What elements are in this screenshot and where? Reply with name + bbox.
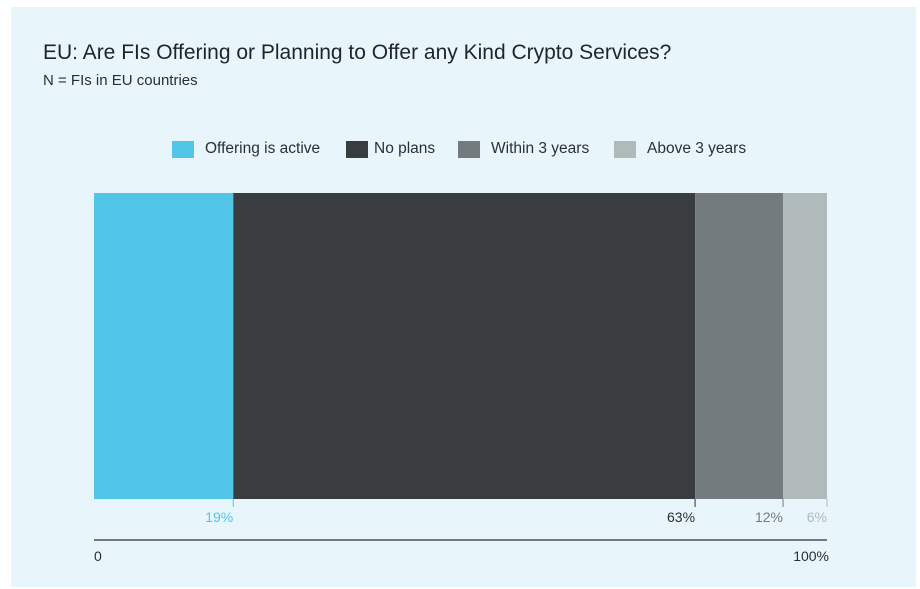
legend-item-above-3-years[interactable]: Above 3 years <box>614 137 746 161</box>
legend-item-within-3-years[interactable]: Within 3 years <box>458 137 589 161</box>
legend-swatch-within-3-years <box>458 140 480 158</box>
legend-item-offering-is-active[interactable]: Offering is active <box>172 137 320 161</box>
x-axis-tick-label-0: 0 <box>94 548 102 564</box>
legend-swatch-offering-is-active <box>172 140 194 158</box>
chart-title: EU: Are FIs Offering or Planning to Offe… <box>43 41 672 64</box>
bar-segment-no-plans <box>233 193 696 499</box>
value-label-no-plans: 63% <box>667 509 695 525</box>
legend-label-offering-is-active: Offering is active <box>205 140 321 157</box>
value-label-offering-is-active: 19% <box>205 509 233 525</box>
x-axis-tick-label-100: 100% <box>793 548 829 564</box>
legend-item-no-plans[interactable]: No plans <box>346 137 435 161</box>
value-label-above-3-years: 6% <box>807 509 827 525</box>
legend-label-above-3-years: Above 3 years <box>647 140 747 157</box>
bar-segment-within-3-years <box>695 193 784 499</box>
value-label-within-3-years: 12% <box>755 509 783 525</box>
legend-label-no-plans: No plans <box>374 140 436 157</box>
bar-segment-offering-is-active <box>94 193 234 499</box>
chart-subtitle: N = FIs in EU countries <box>43 72 198 89</box>
legend-label-within-3-years: Within 3 years <box>491 140 590 157</box>
legend-swatch-above-3-years <box>614 140 636 158</box>
chart-legend: Offering is active No plans Within 3 yea… <box>0 137 920 161</box>
legend-swatch-no-plans <box>346 140 368 158</box>
bar-segment-above-3-years <box>783 193 827 499</box>
